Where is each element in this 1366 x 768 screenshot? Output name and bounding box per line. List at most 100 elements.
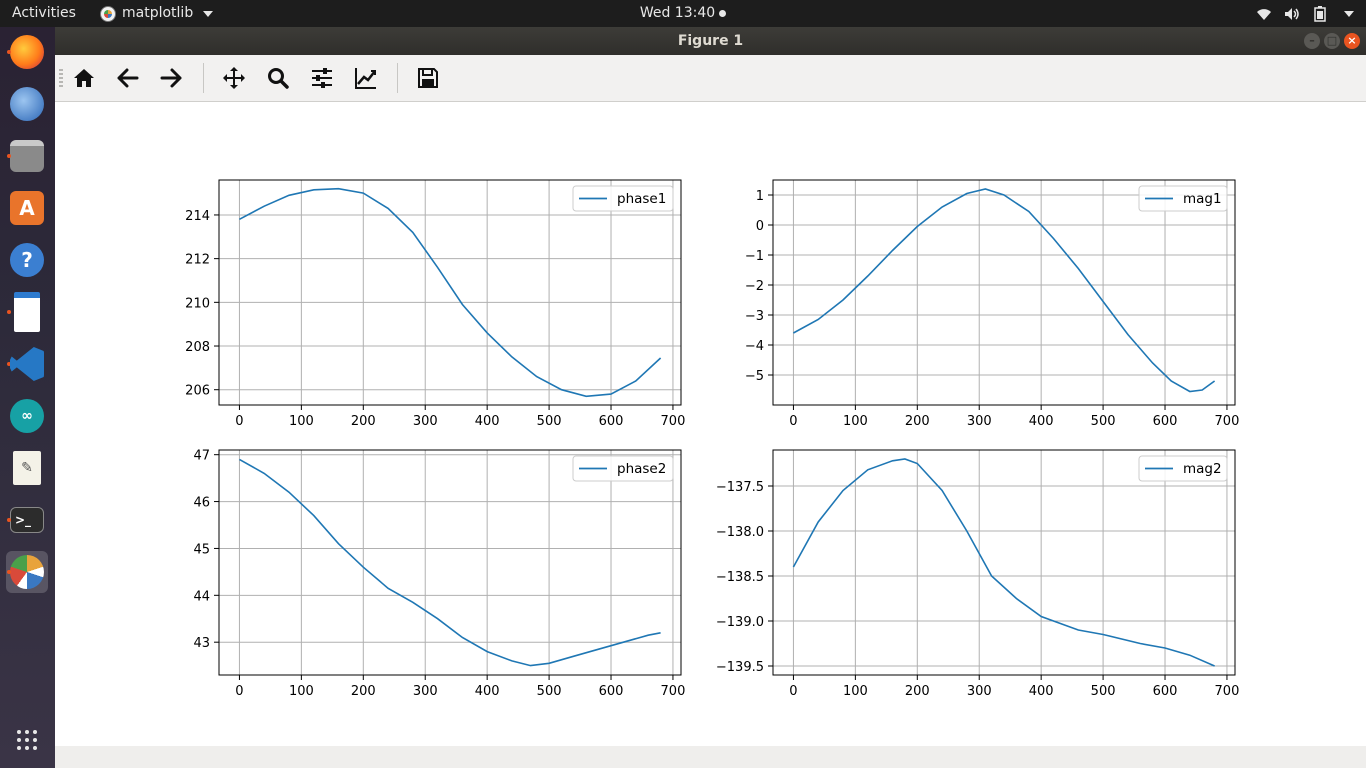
matplotlib-icon	[10, 555, 44, 589]
y-tick-label: 45	[193, 542, 210, 557]
clock[interactable]: Wed 13:40	[0, 0, 1366, 27]
dock-impress[interactable]	[6, 291, 48, 333]
legend: mag2	[1138, 455, 1228, 482]
legend-box	[572, 185, 674, 212]
legend-box	[1138, 455, 1228, 482]
x-tick-label: 400	[1029, 414, 1054, 429]
power-menu-icon[interactable]	[1344, 10, 1354, 17]
firefox-icon	[10, 35, 44, 69]
x-tick-label: 400	[475, 414, 500, 429]
minimize-button[interactable]: –	[1304, 33, 1320, 49]
dock-firefox[interactable]	[6, 31, 48, 73]
y-tick-label: 212	[185, 253, 210, 268]
legend-label: mag2	[1183, 461, 1222, 477]
volume-icon[interactable]	[1284, 7, 1300, 21]
window-titlebar[interactable]: Figure 1 – □ ×	[55, 27, 1366, 55]
dock-terminal[interactable]: >_	[6, 499, 48, 541]
vscode-icon	[10, 347, 44, 381]
legend-label: mag1	[1183, 191, 1222, 207]
x-tick-label: 200	[905, 414, 930, 429]
axes-frame	[218, 449, 682, 676]
y-tick-label: −137.5	[716, 480, 764, 495]
x-tick-label: 700	[1215, 684, 1240, 699]
x-tick-label: 500	[1091, 684, 1116, 699]
zoom-button[interactable]	[260, 60, 296, 96]
subplots-config-button[interactable]	[304, 60, 340, 96]
show-applications-button[interactable]	[6, 719, 48, 761]
maximize-button[interactable]: □	[1324, 33, 1340, 49]
x-tick-label: 100	[843, 684, 868, 699]
figure-window: Figure 1 – □ × 0 100 200 300 400 500 600 700 206…	[55, 27, 1366, 768]
y-tick-label: −4	[745, 339, 764, 354]
y-tick-label: −138.0	[716, 525, 764, 540]
toolbar-grip[interactable]	[59, 69, 63, 87]
x-tick-label: 300	[967, 684, 992, 699]
home-button[interactable]	[66, 60, 102, 96]
zoom-icon	[268, 68, 289, 89]
x-tick-label: 600	[599, 414, 624, 429]
arduino-icon: ∞	[10, 399, 44, 433]
y-tick-label: −138.5	[716, 570, 764, 585]
x-tick-label: 100	[843, 414, 868, 429]
back-button[interactable]	[110, 60, 146, 96]
y-tick-label: −1	[745, 249, 764, 264]
terminal-icon: >_	[10, 507, 44, 533]
x-tick-label: 500	[537, 414, 562, 429]
y-tick-label: 46	[193, 496, 210, 511]
home-icon	[74, 69, 94, 87]
chevron-down-icon	[203, 10, 214, 17]
dock-help[interactable]: ?	[6, 239, 48, 281]
system-tray[interactable]	[1256, 0, 1354, 27]
matplotlib-icon	[100, 5, 116, 22]
show-applications-icon	[10, 723, 44, 757]
y-tick-label: −139.0	[716, 615, 764, 630]
activities-button[interactable]: Activities	[12, 5, 76, 21]
series-line-mag1	[793, 188, 1216, 393]
app-menu[interactable]: matplotlib	[100, 0, 214, 27]
x-tick-label: 700	[1215, 414, 1240, 429]
legend-label: phase1	[617, 191, 666, 207]
x-tick-label: 0	[789, 684, 797, 699]
pan-button[interactable]	[216, 60, 252, 96]
thunderbird-icon	[10, 87, 44, 121]
save-button[interactable]	[410, 60, 446, 96]
save-icon	[418, 68, 438, 88]
app-menu-label: matplotlib	[122, 5, 194, 21]
pan-icon	[223, 67, 245, 89]
edit-axes-button[interactable]	[348, 60, 384, 96]
y-tick-label: 210	[185, 296, 210, 311]
x-tick-label: 100	[289, 414, 314, 429]
dock-text-editor[interactable]: ✎	[6, 447, 48, 489]
legend: phase1	[572, 185, 674, 212]
x-tick-label: 200	[905, 684, 930, 699]
top-bar: Activities matplotlib Wed 13:40	[0, 0, 1366, 27]
x-tick-label: 600	[1153, 684, 1178, 699]
x-tick-label: 300	[967, 414, 992, 429]
wifi-icon[interactable]	[1256, 7, 1272, 21]
close-button[interactable]: ×	[1344, 33, 1360, 49]
x-tick-label: 0	[789, 414, 797, 429]
dock-arduino[interactable]: ∞	[6, 395, 48, 437]
y-tick-label: 0	[756, 219, 764, 234]
legend-box	[1138, 185, 1228, 212]
forward-button[interactable]	[153, 60, 189, 96]
subplot-2: 0 100 200 300 400 500 600 700 −5 −4 −3 −2 −1 0 1 mag1	[745, 179, 1240, 429]
back-icon	[117, 68, 139, 88]
x-tick-label: 200	[351, 684, 376, 699]
dock: A ? ∞ ✎ >_	[0, 27, 55, 768]
subplot-3: 0 100 200 300 400 500 600 700 43 44 45 46 47 phase2	[193, 449, 685, 699]
x-tick-label: 0	[235, 414, 243, 429]
files-icon	[10, 140, 44, 172]
series-line-mag2	[792, 458, 1215, 667]
dock-files[interactable]	[6, 135, 48, 177]
y-tick-label: 208	[185, 340, 210, 355]
y-tick-label: −2	[745, 279, 764, 294]
software-center-icon: A	[10, 191, 44, 225]
dock-software[interactable]: A	[6, 187, 48, 229]
figure-canvas[interactable]: 0 100 200 300 400 500 600 700 206 208 210 212 214 pha…	[55, 102, 1366, 746]
dock-thunderbird[interactable]	[6, 83, 48, 125]
battery-icon[interactable]	[1312, 5, 1328, 22]
dock-vscode[interactable]	[6, 343, 48, 385]
legend-box	[572, 455, 674, 482]
dock-matplotlib[interactable]	[6, 551, 48, 593]
